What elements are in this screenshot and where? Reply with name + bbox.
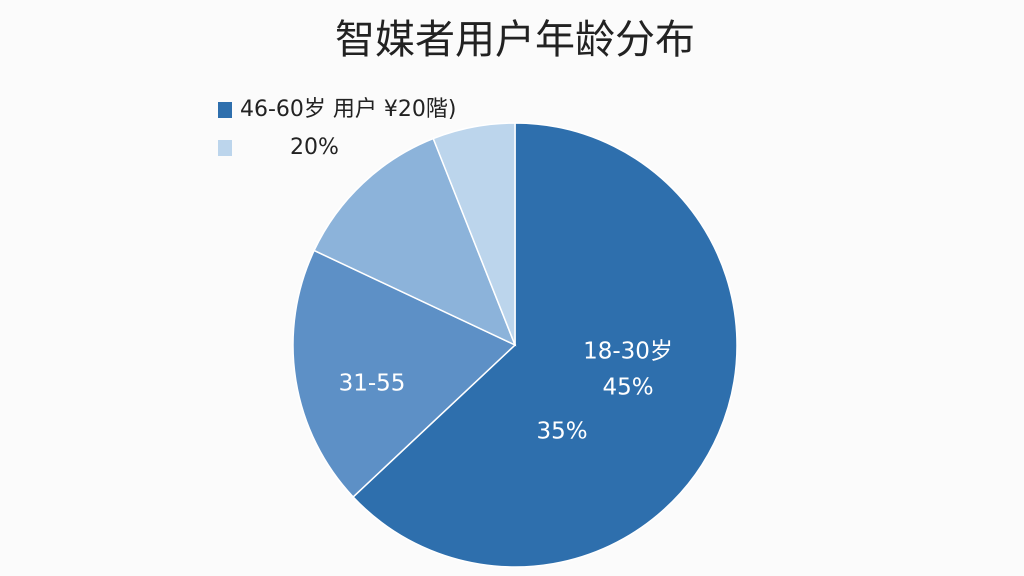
legend-label: 46-60岁 用户 ¥20階)	[240, 97, 457, 122]
pie-slice	[292, 249, 517, 499]
slice-annotation: 45%	[602, 375, 653, 401]
legend-swatch	[218, 140, 232, 156]
pie-slice	[352, 122, 738, 568]
pie-slice	[432, 122, 516, 346]
slice-annotation: 31-55	[339, 371, 406, 397]
chart-title: 智媒者用户年龄分布	[335, 17, 695, 63]
legend-swatch	[218, 102, 232, 118]
slice-annotation: 18-30岁	[583, 339, 673, 365]
pie-slice	[313, 137, 517, 347]
slice-annotation: 35%	[536, 419, 587, 445]
legend-label: 20%	[290, 135, 339, 160]
